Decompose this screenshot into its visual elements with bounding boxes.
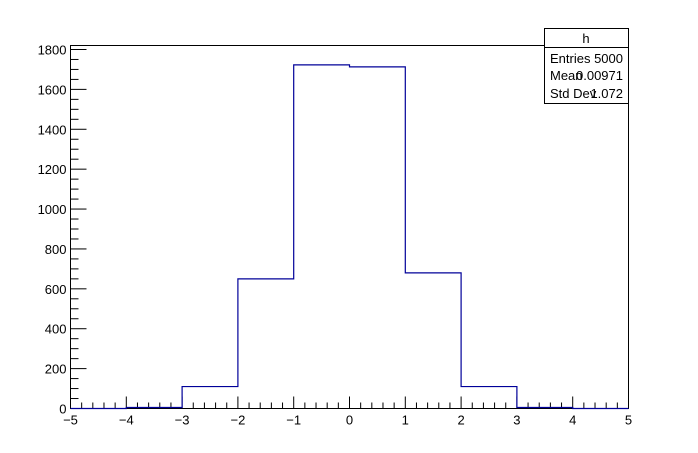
x-tick-label: 3 — [513, 413, 520, 428]
axes: −5 −4 −3 −2 −1 0 1 2 3 4 5 0 200 400 600 800 1000 1200 140… — [38, 42, 633, 427]
stats-value-entries: 5000 — [594, 51, 623, 66]
y-tick-label: 600 — [45, 282, 67, 297]
x-tick-label: 1 — [402, 413, 409, 428]
x-tick-label: 4 — [569, 413, 576, 428]
x-tick-label: −5 — [63, 413, 78, 428]
x-tick-label: −3 — [175, 413, 190, 428]
y-tick-label: 1600 — [38, 82, 67, 97]
x-tick-label: 5 — [625, 413, 632, 428]
y-tick-label: 1200 — [38, 162, 67, 177]
y-tick-label: 800 — [45, 242, 67, 257]
stats-value-stddev: 1.072 — [590, 86, 623, 101]
x-tick-label: 0 — [346, 413, 353, 428]
stats-title: h — [582, 31, 589, 46]
y-tick-label: 1400 — [38, 122, 67, 137]
histogram-line — [70, 64, 629, 410]
y-tick-label: 1800 — [38, 42, 67, 57]
y-tick-label: 0 — [59, 402, 66, 417]
y-tick-label: 1000 — [38, 202, 67, 217]
stats-label-mean: Mean — [550, 68, 583, 83]
x-tick-label: −2 — [230, 413, 245, 428]
stats-box: h Entries 5000 Mean 0.00971 Std Dev 1.07… — [544, 28, 629, 104]
y-tick-label: 200 — [45, 362, 67, 377]
stats-value-mean: 0.00971 — [576, 68, 623, 83]
x-tick-label: −4 — [119, 413, 134, 428]
stats-label-entries: Entries — [550, 51, 591, 66]
x-tick-label: −1 — [286, 413, 301, 428]
y-tick-label: 400 — [45, 322, 67, 337]
stats-label-stddev: Std Dev — [550, 86, 597, 101]
x-tick-label: 2 — [457, 413, 464, 428]
